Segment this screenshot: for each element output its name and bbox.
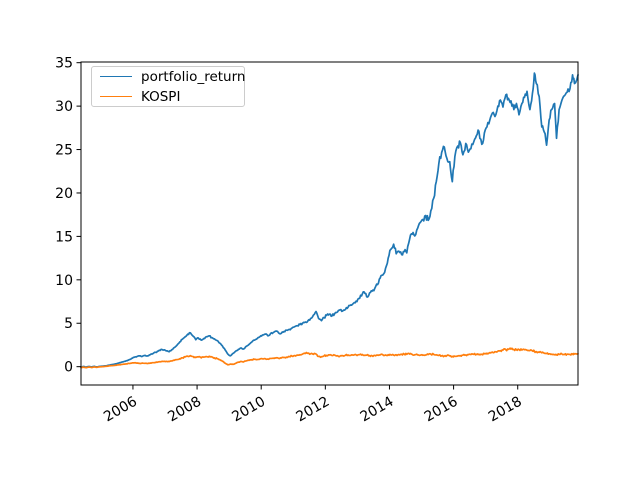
y-tick-label: 15 bbox=[55, 229, 73, 245]
x-tick-label: 2016 bbox=[422, 394, 461, 426]
y-tick-label: 35 bbox=[55, 56, 73, 72]
x-tick-label: 2010 bbox=[229, 394, 268, 426]
y-tick-label: 30 bbox=[55, 99, 73, 115]
portfolio-return-line-sample bbox=[100, 76, 132, 77]
legend-label-portfolio-return: portfolio_return bbox=[141, 68, 246, 85]
series-line-KOSPI bbox=[80, 347, 579, 369]
legend-label-kospi: KOSPI bbox=[141, 88, 181, 105]
series-line-portfolio_return bbox=[80, 72, 579, 369]
axes-spines bbox=[80, 61, 579, 386]
y-tick-label: 20 bbox=[55, 186, 73, 202]
x-tick-label: 2012 bbox=[293, 394, 332, 426]
y-tick-label: 10 bbox=[55, 273, 73, 289]
x-tick-label: 2006 bbox=[101, 394, 140, 426]
legend: portfolio_return KOSPI bbox=[91, 66, 245, 107]
legend-entry-portfolio-return: portfolio_return bbox=[92, 68, 246, 85]
legend-entry-kospi: KOSPI bbox=[92, 89, 244, 105]
y-tick-label: 5 bbox=[64, 316, 73, 332]
x-tick-label: 2018 bbox=[486, 394, 525, 426]
y-tick-label: 0 bbox=[64, 360, 73, 376]
kospi-line-sample bbox=[100, 96, 132, 97]
x-tick-label: 2008 bbox=[165, 394, 204, 426]
y-tick-label: 25 bbox=[55, 143, 73, 159]
x-tick-label: 2014 bbox=[358, 394, 397, 426]
